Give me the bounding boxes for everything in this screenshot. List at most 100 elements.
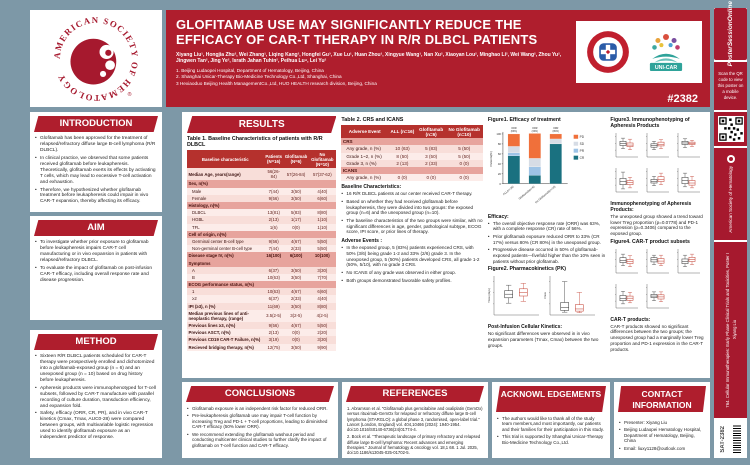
legend-swatch-CR bbox=[573, 155, 578, 160]
rect-element bbox=[728, 135, 732, 139]
value-cell: 4(40) bbox=[308, 187, 337, 195]
sidebar-ash-segment: American Society of Hematology bbox=[714, 148, 747, 240]
value-cell: 11(69) bbox=[263, 302, 284, 310]
adverse-note-bullet: In the exposed group, 5 (83%) patients e… bbox=[341, 245, 482, 268]
bar-segment-SD bbox=[549, 138, 562, 145]
text-element: PR bbox=[579, 149, 584, 153]
value-cell bbox=[283, 259, 309, 267]
row-label-cell: Grade 1~2, n (%) bbox=[341, 152, 389, 160]
box bbox=[560, 302, 569, 312]
value-cell: 1(17) bbox=[283, 216, 309, 224]
value-cell: 5 (50) bbox=[445, 152, 483, 160]
contact-bullet: Beijing Ludaopei Hematology Hospital, De… bbox=[619, 427, 705, 443]
g-element bbox=[718, 117, 743, 141]
reference-item: 1. Abramson et al. "Glofitamab plus gemc… bbox=[347, 406, 483, 432]
bar-segment-PD bbox=[528, 133, 541, 159]
value-cell: 3(2-5) bbox=[283, 309, 309, 322]
stacked-bar-svg: 020406080100Patients(%)ORR(63%)ALL(n=16)… bbox=[489, 127, 585, 204]
method-bullet: Apheresis products were immunophenotyped… bbox=[35, 386, 157, 410]
introduction-section: INTRODUCTION Glofitamab has been approve… bbox=[30, 112, 162, 212]
value-cell: 5 (83) bbox=[416, 145, 446, 153]
value-cell bbox=[263, 230, 284, 238]
introduction-bullet: Glofitamab has been approved for the tre… bbox=[35, 136, 157, 154]
text-element: ORR bbox=[511, 127, 517, 130]
value-cell: 10(63) bbox=[263, 273, 284, 281]
table-row: Any grade, n (%) 0 (0) 0 (0) 0 (0) bbox=[341, 174, 483, 182]
value-cell: 3(30) bbox=[308, 266, 337, 274]
figure1-title: Figure1. Efficacy of treatment bbox=[487, 117, 561, 123]
row-label-cell: Median previous lines of anti-neoplastic… bbox=[187, 309, 264, 322]
circle-element bbox=[659, 43, 664, 48]
value-cell: 0 (0) bbox=[388, 174, 417, 182]
value-cell bbox=[416, 138, 446, 146]
aim-title: AIM bbox=[87, 222, 105, 233]
baseline-notes: 16 R/R DLBCL patients at our center rece… bbox=[341, 191, 482, 235]
method-bullet: Safety, efficacy (ORR, CR, PR), and in v… bbox=[35, 411, 157, 441]
figure1-chart: 0 20 40 60 80 100 Patients(%) ORR (63%) ALL(n=16)… bbox=[488, 124, 606, 211]
text-element: (63%) bbox=[511, 130, 518, 133]
text-element: ORR bbox=[553, 127, 559, 130]
efficacy-bullet: Progressive disease occurred in 50% of g… bbox=[488, 247, 606, 264]
box-plot-panel bbox=[646, 248, 670, 273]
introduction-banner: INTRODUCTION bbox=[34, 116, 158, 132]
value-cell: 8(80) bbox=[308, 302, 337, 310]
figure2-chart: Tmax (days) Cmax bbox=[488, 273, 606, 321]
value-cell: 6(37) bbox=[263, 266, 284, 274]
value-cell: 0(0) bbox=[283, 329, 309, 337]
value-cell: 2(33) bbox=[283, 295, 309, 303]
table-row: Germinal center B-cell type 9(56) 4(67) 5(5… bbox=[187, 237, 337, 246]
value-cell: 9(56) bbox=[263, 194, 284, 202]
value-cell bbox=[263, 201, 284, 210]
acknowledgements-section: ACKNOWL EDGEMENTS The authors would like… bbox=[492, 382, 610, 458]
rect-element bbox=[732, 127, 735, 130]
bar-segment-PR bbox=[528, 166, 541, 176]
immunophenotyping-text: The unexposed group showed a trend towar… bbox=[610, 214, 703, 237]
conclusion-bullet: We recommend extending the glofitamab wa… bbox=[187, 432, 333, 448]
contact-title: CONTACT INFORMATION bbox=[632, 389, 692, 410]
value-cell: 0(0) bbox=[283, 336, 309, 344]
results-column-table1: RESULTS Table 1. Baseline Characteristic… bbox=[187, 115, 337, 375]
contact-bullet: Presenter: Xiyang Liu bbox=[619, 420, 705, 426]
aim-body: To investigate whether prior exposure to… bbox=[30, 238, 162, 288]
baseline-note-bullet: Based on whether they had received glofi… bbox=[341, 199, 482, 216]
method-banner: METHOD bbox=[34, 334, 158, 350]
value-cell bbox=[445, 138, 483, 146]
affiliations: 1. Beijing Ludaopei Hospital, Department… bbox=[176, 68, 700, 88]
circle-element bbox=[663, 34, 669, 41]
affiliation-line: 3 Hexiaoduo Beijing Health ManagementCo.… bbox=[176, 81, 377, 86]
value-cell bbox=[263, 259, 284, 267]
contact-bullet: Email: liuxy1128@outlook.com bbox=[619, 446, 705, 452]
references-banner: REFERENCES bbox=[346, 386, 484, 402]
bar-segment-PR bbox=[507, 152, 520, 156]
table-header-row: Adverse Event ALL (n=16) Glofitamab (n=6) N… bbox=[341, 125, 483, 139]
text-element: ORR bbox=[532, 127, 538, 130]
bar-segment-PD bbox=[507, 133, 520, 147]
results-title: RESULTS bbox=[238, 119, 285, 130]
table-row: IPI (≥3), n (%) 11(69) 3(50) 8(80) bbox=[187, 302, 337, 310]
value-cell: 57(26-84) bbox=[283, 168, 309, 181]
efficacy-bullet: The overall objective response rate (ORR… bbox=[488, 221, 606, 232]
table1: Baseline characteristic Patients (N=16) Gl… bbox=[187, 150, 337, 351]
table-row: Disease stage IV, n(%) 16(100) 6(100) 10(10… bbox=[187, 252, 337, 260]
value-cell: 0(0) bbox=[283, 223, 309, 231]
text-element: Cmax bbox=[544, 292, 547, 299]
table-header-cell: Glofitamab (N=6) bbox=[283, 150, 309, 169]
acknowledgements-title: ACKNOWL EDGEMENTS bbox=[500, 389, 602, 399]
aim-banner: AIM bbox=[34, 220, 158, 236]
row-label-cell: DLBCL bbox=[187, 209, 264, 217]
row-label-cell: ICANS bbox=[341, 166, 389, 175]
data-table: Baseline characteristic Patients (N=16) Gl… bbox=[187, 150, 337, 351]
box-plot-panel bbox=[615, 133, 639, 158]
figure3-chart bbox=[610, 130, 705, 198]
rect-element bbox=[736, 128, 739, 131]
table-row: Median Age, years(range) 56(26-84) 57(26-8… bbox=[187, 168, 337, 181]
ash-mini-logo-icon bbox=[726, 155, 735, 164]
bar-segment-PD bbox=[549, 133, 562, 140]
cart-products-text: CAR-T products showed no significant dif… bbox=[610, 323, 704, 352]
text-element: 100 bbox=[496, 132, 501, 136]
introduction-bullet: In clinical practice, we observed that s… bbox=[35, 156, 157, 186]
baseline-notes-heading: Baseline Characteristics: bbox=[341, 184, 402, 191]
value-cell: 3(50) bbox=[283, 343, 309, 351]
scan-instruction-text: Scan the QR code to view this poster on … bbox=[717, 70, 744, 101]
figure4-chart bbox=[610, 246, 705, 314]
